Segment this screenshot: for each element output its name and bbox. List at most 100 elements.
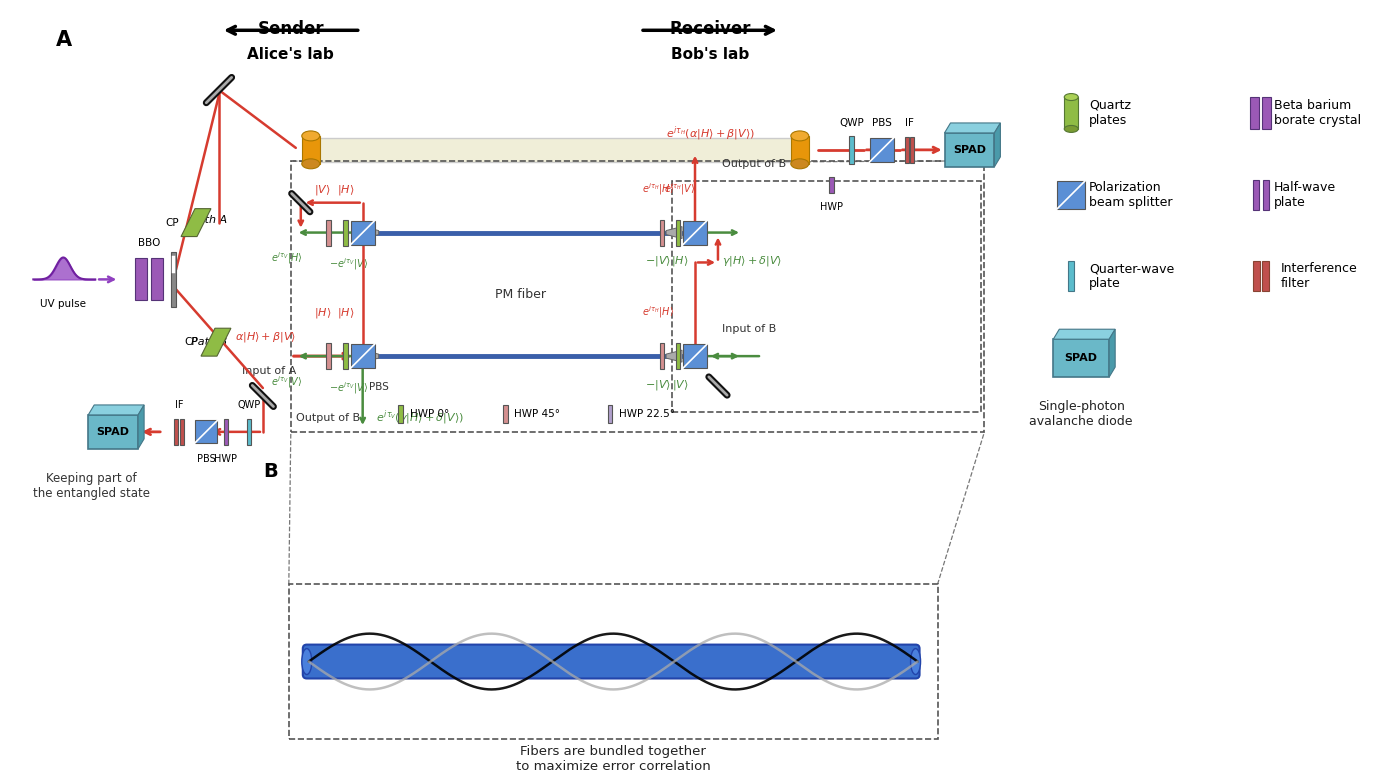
Bar (343, 343, 349, 369)
Text: Bob's lab: Bob's lab (671, 47, 749, 62)
Text: Input of A: Input of A (242, 366, 295, 376)
Bar (326, 220, 330, 245)
Polygon shape (994, 123, 1001, 167)
Text: HWP 45°: HWP 45° (514, 409, 560, 419)
Polygon shape (88, 405, 144, 415)
Polygon shape (181, 209, 211, 237)
Bar (672, 181, 981, 412)
Polygon shape (139, 405, 144, 448)
Text: Alice's lab: Alice's lab (248, 47, 335, 62)
Ellipse shape (791, 159, 809, 169)
Text: Keeping part of
the entangled state: Keeping part of the entangled state (32, 472, 150, 499)
Text: CP: CP (185, 337, 197, 347)
Text: $-e^{i\tau_V}|V\rangle$: $-e^{i\tau_V}|V\rangle$ (329, 256, 368, 272)
Bar (1064, 97, 1078, 129)
Text: $e^{i\tau_V}|V\rangle$: $e^{i\tau_V}|V\rangle$ (272, 374, 302, 390)
Bar (683, 344, 707, 368)
Text: PBS: PBS (196, 454, 216, 464)
Text: $-|V\rangle$: $-|V\rangle$ (645, 255, 671, 268)
Text: $-e^{i\tau_V}|V\rangle$: $-e^{i\tau_V}|V\rangle$ (329, 380, 368, 396)
Text: B: B (263, 462, 277, 481)
Text: $-|V\rangle$: $-|V\rangle$ (645, 378, 671, 392)
Bar (676, 343, 680, 369)
Text: $\gamma|H\rangle+\delta|V\rangle$: $\gamma|H\rangle+\delta|V\rangle$ (722, 255, 783, 268)
Bar (179, 419, 183, 445)
FancyBboxPatch shape (311, 138, 799, 162)
Bar (1253, 262, 1260, 292)
Bar (659, 220, 665, 245)
Text: HWP: HWP (820, 201, 843, 212)
Bar (350, 344, 375, 368)
Ellipse shape (1064, 93, 1078, 100)
Bar (659, 343, 665, 369)
Bar (326, 343, 330, 369)
Text: $|H\rangle$: $|H\rangle$ (337, 307, 354, 320)
Bar (829, 176, 834, 193)
Polygon shape (1109, 329, 1116, 377)
Text: A: A (56, 31, 73, 50)
Text: $|H\rangle$: $|H\rangle$ (314, 307, 332, 320)
Text: Quarter-wave
plate: Quarter-wave plate (1089, 263, 1175, 290)
Text: Output of B: Output of B (722, 159, 785, 169)
Bar (1263, 262, 1270, 292)
Bar (676, 220, 680, 245)
Bar (945, 133, 994, 167)
Bar (1263, 97, 1271, 129)
Text: PBS: PBS (368, 382, 389, 392)
Polygon shape (666, 227, 682, 238)
Bar (1253, 180, 1259, 209)
Bar (350, 220, 375, 245)
Text: Polarization
beam splitter: Polarization beam splitter (1089, 180, 1173, 209)
Ellipse shape (910, 648, 921, 674)
Text: CP: CP (165, 218, 179, 227)
Text: $|V\rangle$: $|V\rangle$ (672, 378, 689, 392)
Bar (503, 405, 508, 423)
Bar (1263, 180, 1268, 209)
Text: Output of B: Output of B (295, 413, 360, 423)
Bar (246, 419, 251, 445)
Text: $e^{i\tau_V}(\gamma|H\rangle+\delta|V\rangle)$: $e^{i\tau_V}(\gamma|H\rangle+\delta|V\ra… (372, 408, 463, 427)
Bar (1068, 262, 1074, 292)
Bar (1053, 339, 1109, 377)
Text: SPAD: SPAD (953, 145, 986, 155)
Bar (399, 405, 403, 423)
Bar (869, 138, 893, 162)
Bar (174, 419, 178, 445)
Ellipse shape (302, 159, 319, 169)
Polygon shape (666, 350, 682, 362)
Ellipse shape (1064, 125, 1078, 132)
Text: HWP 0°: HWP 0° (410, 409, 449, 419)
Polygon shape (363, 350, 378, 362)
Text: Half-wave
plate: Half-wave plate (1274, 180, 1336, 209)
Polygon shape (363, 227, 378, 238)
Text: Receiver: Receiver (669, 20, 750, 38)
Bar (88, 415, 139, 448)
Text: $e^{i\tau_H}|H\rangle$: $e^{i\tau_H}|H\rangle$ (643, 181, 675, 197)
Bar (288, 584, 938, 739)
Text: Path B: Path B (190, 337, 227, 347)
Text: $e^{i\tau_V}|H\rangle$: $e^{i\tau_V}|H\rangle$ (272, 251, 302, 267)
Bar (608, 405, 612, 423)
Bar (791, 136, 809, 164)
Text: $|H\rangle$: $|H\rangle$ (337, 183, 354, 197)
Bar (136, 259, 147, 300)
Ellipse shape (791, 131, 809, 141)
Bar (291, 161, 984, 432)
Text: Fibers are bundled together
to maximize error correlation: Fibers are bundled together to maximize … (515, 745, 711, 773)
Text: BBO: BBO (139, 238, 160, 248)
Bar (683, 220, 707, 245)
Text: Single-photon
avalanche diode: Single-photon avalanche diode (1029, 400, 1133, 428)
Bar (151, 259, 162, 300)
Text: $|H\rangle$: $|H\rangle$ (672, 255, 689, 268)
Text: PM fiber: PM fiber (494, 288, 546, 301)
FancyBboxPatch shape (302, 644, 920, 678)
Polygon shape (202, 328, 231, 356)
Bar (195, 420, 217, 443)
Text: $|V\rangle$: $|V\rangle$ (315, 183, 332, 197)
Bar (904, 137, 909, 163)
Text: IF: IF (906, 118, 914, 128)
Text: SPAD: SPAD (97, 426, 130, 437)
Text: QWP: QWP (840, 118, 864, 128)
Polygon shape (1053, 329, 1116, 339)
Bar (910, 137, 914, 163)
